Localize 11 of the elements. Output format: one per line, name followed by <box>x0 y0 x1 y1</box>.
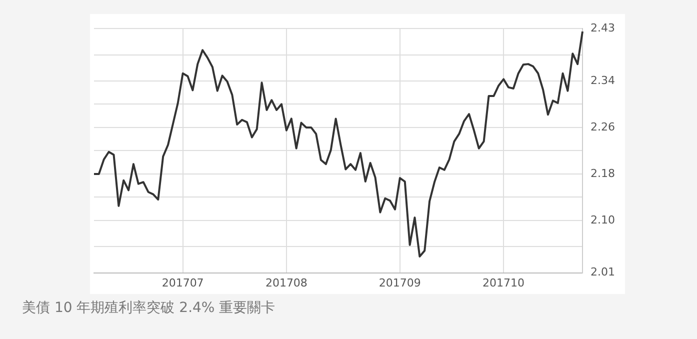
y-tick-label: 2.18 <box>590 166 616 180</box>
y-tick-label: 2.01 <box>590 266 616 279</box>
y-tick-label: 2.34 <box>590 74 616 87</box>
y-tick-label: 2.43 <box>590 21 616 34</box>
y-tick-label: 2.26 <box>590 120 616 134</box>
x-tick-label: 201708 <box>265 276 308 290</box>
x-tick-label: 201709 <box>378 276 421 290</box>
text: 美債 10 年期殖利率突破 2.4% 重要關卡 <box>22 299 276 317</box>
y-tick-label: 2.10 <box>590 213 616 226</box>
x-tick-label: 201707 <box>162 276 204 290</box>
x-tick-label: 201710 <box>482 276 525 290</box>
